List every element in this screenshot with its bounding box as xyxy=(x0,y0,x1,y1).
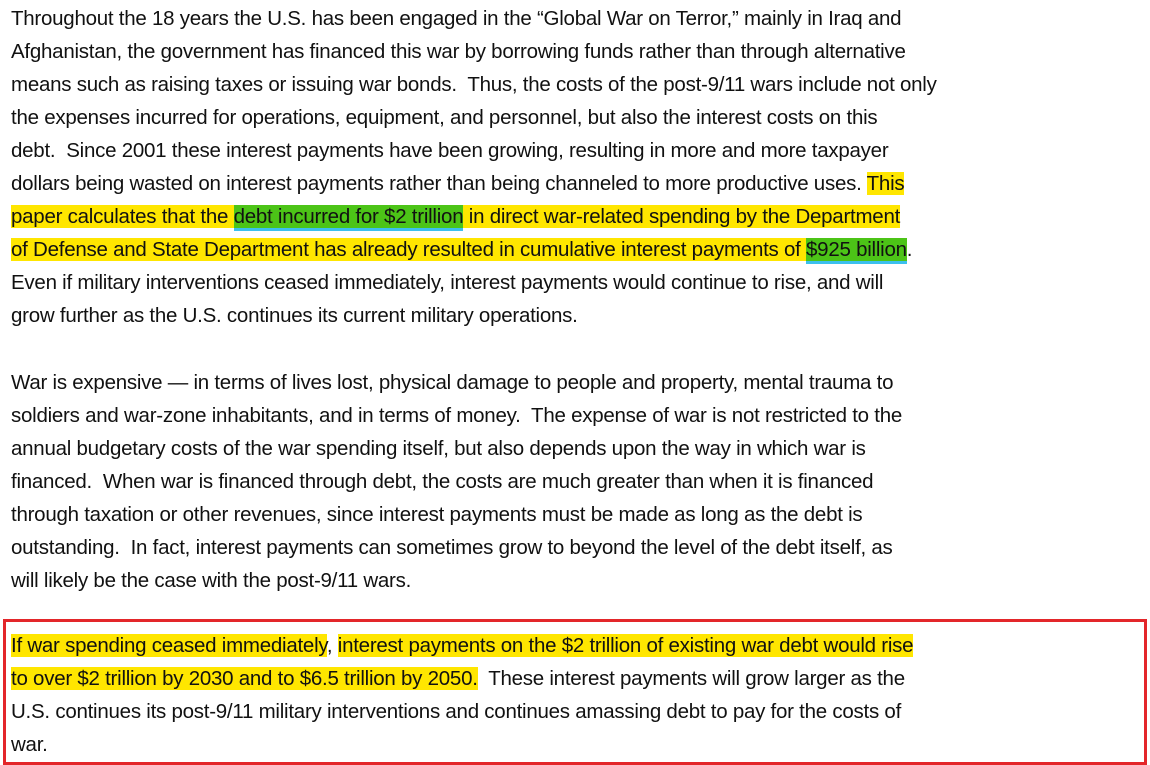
text-line: annual budgetary costs of the war spendi… xyxy=(11,432,902,465)
text-segment: dollars being wasted on interest payment… xyxy=(11,172,867,195)
green-highlighted-text: debt incurred for $2 trillion xyxy=(233,205,464,228)
text-line: outstanding. In fact, interest payments … xyxy=(11,531,902,564)
text-segment: debt. Since 2001 these interest payments… xyxy=(11,139,889,162)
text-segment: financed. When war is financed through d… xyxy=(11,470,874,493)
text-line: will likely be the case with the post-9/… xyxy=(11,564,902,597)
text-line: Afghanistan, the government has financed… xyxy=(11,35,937,68)
yellow-highlighted-text: of Defense and State Department has alre… xyxy=(11,238,807,261)
text-segment: means such as raising taxes or issuing w… xyxy=(11,73,937,96)
text-line: the expenses incurred for operations, eq… xyxy=(11,101,937,134)
yellow-highlighted-text: to over $2 trillion by 2030 and to $6.5 … xyxy=(11,667,478,690)
text-segment: war. xyxy=(11,733,48,756)
yellow-highlighted-text: interest payments on the $2 trillion of … xyxy=(337,634,914,657)
text-line: War is expensive — in terms of lives los… xyxy=(11,366,902,399)
text-line: soldiers and war-zone inhabitants, and i… xyxy=(11,399,902,432)
text-line: means such as raising taxes or issuing w… xyxy=(11,68,937,101)
text-segment: through taxation or other revenues, sinc… xyxy=(11,503,863,526)
text-line: dollars being wasted on interest payment… xyxy=(11,167,937,200)
yellow-highlighted-text: paper calculates that the xyxy=(11,205,234,228)
text-line: through taxation or other revenues, sinc… xyxy=(11,498,902,531)
yellow-highlighted-text: in direct war-related spending by the De… xyxy=(463,205,901,228)
text-segment: Afghanistan, the government has financed… xyxy=(11,40,906,63)
yellow-highlighted-text: If war spending ceased immediately xyxy=(11,634,327,657)
text-segment: will likely be the case with the post-9/… xyxy=(11,569,412,592)
highlight-box xyxy=(3,619,1147,765)
paragraph-2: War is expensive — in terms of lives los… xyxy=(11,366,902,597)
text-segment: Throughout the 18 years the U.S. has bee… xyxy=(11,7,902,30)
text-line: Even if military interventions ceased im… xyxy=(11,266,937,299)
text-segment: These interest payments will grow larger… xyxy=(477,667,905,690)
text-segment: outstanding. In fact, interest payments … xyxy=(11,536,893,559)
text-line: to over $2 trillion by 2030 and to $6.5 … xyxy=(11,662,913,695)
text-line: war. xyxy=(11,728,913,761)
text-segment: the expenses incurred for operations, eq… xyxy=(11,106,878,129)
text-segment: soldiers and war-zone inhabitants, and i… xyxy=(11,404,903,427)
text-line: Throughout the 18 years the U.S. has bee… xyxy=(11,2,937,35)
text-line: financed. When war is financed through d… xyxy=(11,465,902,498)
text-line: paper calculates that the debt incurred … xyxy=(11,200,937,233)
paragraph-1: Throughout the 18 years the U.S. has bee… xyxy=(11,2,937,332)
text-segment: grow further as the U.S. continues its c… xyxy=(11,304,578,327)
text-segment: War is expensive — in terms of lives los… xyxy=(11,371,894,394)
text-line: U.S. continues its post-9/11 military in… xyxy=(11,695,913,728)
text-line: of Defense and State Department has alre… xyxy=(11,233,937,266)
yellow-highlighted-text: This xyxy=(866,172,905,195)
text-line: grow further as the U.S. continues its c… xyxy=(11,299,937,332)
text-line: If war spending ceased immediately, inte… xyxy=(11,629,914,662)
text-segment: U.S. continues its post-9/11 military in… xyxy=(11,700,902,723)
text-segment: , xyxy=(326,634,338,657)
text-segment: . xyxy=(906,238,913,261)
green-highlighted-text: $925 billion xyxy=(806,238,907,261)
text-line: debt. Since 2001 these interest payments… xyxy=(11,134,937,167)
paragraph-3-boxed: If war spending ceased immediately, inte… xyxy=(11,629,914,761)
text-segment: Even if military interventions ceased im… xyxy=(11,271,884,294)
text-segment: annual budgetary costs of the war spendi… xyxy=(11,437,866,460)
